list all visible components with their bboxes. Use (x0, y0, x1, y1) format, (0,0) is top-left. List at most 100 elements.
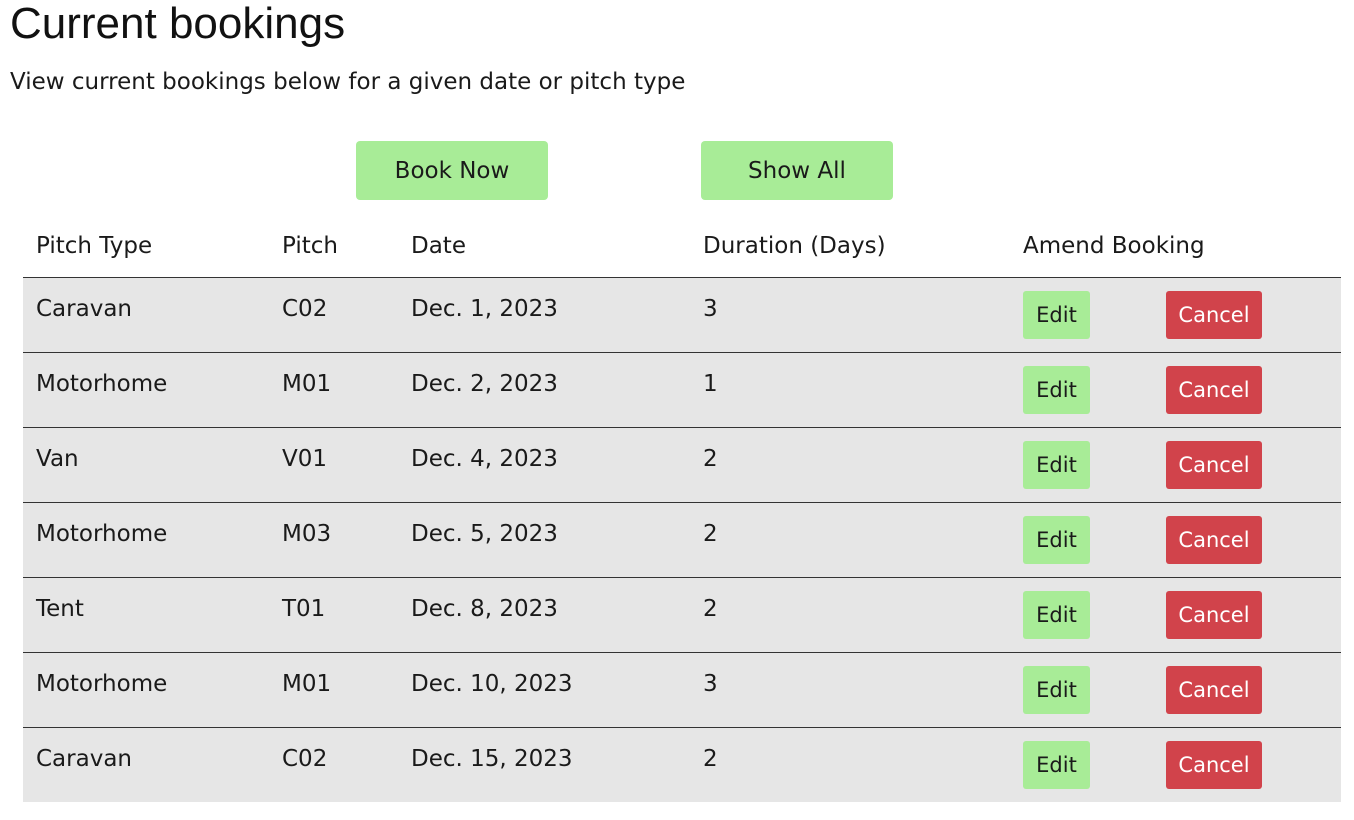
cell-pitch-text: V01 (282, 446, 328, 472)
cell-duration-text: 2 (703, 746, 718, 772)
cell-duration: 3 (690, 652, 1010, 728)
table-row: Van V01 Dec. 4, 2023 2 Edit Cancel (23, 427, 1341, 503)
cell-date-text: Dec. 15, 2023 (411, 746, 573, 772)
amend-actions: Edit Cancel (1023, 653, 1341, 727)
cell-date: Dec. 10, 2023 (398, 652, 690, 728)
cell-pitch-type: Tent (23, 577, 269, 653)
cell-amend-booking: Edit Cancel (1010, 502, 1341, 578)
edit-button[interactable]: Edit (1023, 291, 1090, 339)
cell-amend-booking: Edit Cancel (1010, 352, 1341, 428)
page-subtitle: View current bookings below for a given … (10, 69, 686, 95)
table-row: Caravan C02 Dec. 1, 2023 3 Edit Cancel (23, 277, 1341, 353)
table-row: Motorhome M03 Dec. 5, 2023 2 Edit Cancel (23, 502, 1341, 578)
cell-pitch: M01 (269, 652, 398, 728)
cell-pitch-type-text: Motorhome (36, 371, 168, 397)
cancel-button[interactable]: Cancel (1166, 291, 1262, 339)
cell-duration-text: 3 (703, 671, 718, 697)
cell-duration: 3 (690, 277, 1010, 353)
table-header-row: Pitch Type Pitch Date Duration (Days) Am… (23, 215, 1341, 278)
edit-button[interactable]: Edit (1023, 666, 1090, 714)
cancel-button[interactable]: Cancel (1166, 591, 1262, 639)
table-body: Caravan C02 Dec. 1, 2023 3 Edit Cancel Motorho… (23, 277, 1341, 802)
cell-duration: 1 (690, 352, 1010, 428)
cell-pitch-type: Motorhome (23, 652, 269, 728)
cell-date-text: Dec. 8, 2023 (411, 596, 558, 622)
cell-date: Dec. 4, 2023 (398, 427, 690, 503)
edit-button[interactable]: Edit (1023, 591, 1090, 639)
cancel-button[interactable]: Cancel (1166, 366, 1262, 414)
cell-amend-booking: Edit Cancel (1010, 427, 1341, 503)
bookings-table: Pitch Type Pitch Date Duration (Days) Am… (23, 215, 1341, 802)
cell-duration-text: 3 (703, 296, 718, 322)
cell-amend-booking: Edit Cancel (1010, 652, 1341, 728)
edit-button[interactable]: Edit (1023, 441, 1090, 489)
cell-date: Dec. 2, 2023 (398, 352, 690, 428)
cell-duration-text: 1 (703, 371, 718, 397)
cell-pitch: T01 (269, 577, 398, 653)
cell-amend-booking: Edit Cancel (1010, 577, 1341, 653)
table-row: Motorhome M01 Dec. 2, 2023 1 Edit Cancel (23, 352, 1341, 428)
cancel-button[interactable]: Cancel (1166, 741, 1262, 789)
header-duration: Duration (Days) (690, 215, 1010, 278)
cell-date-text: Dec. 10, 2023 (411, 671, 573, 697)
cell-pitch: M01 (269, 352, 398, 428)
cell-pitch-type-text: Van (36, 446, 79, 472)
header-date: Date (398, 215, 690, 278)
amend-actions: Edit Cancel (1023, 578, 1341, 652)
table-row: Tent T01 Dec. 8, 2023 2 Edit Cancel (23, 577, 1341, 653)
cell-pitch-text: T01 (282, 596, 326, 622)
cell-pitch-type-text: Motorhome (36, 671, 168, 697)
header-amend-booking: Amend Booking (1010, 215, 1341, 278)
cell-duration: 2 (690, 502, 1010, 578)
cell-date: Dec. 8, 2023 (398, 577, 690, 653)
cell-amend-booking: Edit Cancel (1010, 277, 1341, 353)
cell-pitch-text: C02 (282, 746, 328, 772)
amend-actions: Edit Cancel (1023, 503, 1341, 577)
cell-pitch-type: Motorhome (23, 352, 269, 428)
cell-duration: 2 (690, 427, 1010, 503)
page-title: Current bookings (10, 0, 346, 48)
cell-duration-text: 2 (703, 521, 718, 547)
cell-date: Dec. 5, 2023 (398, 502, 690, 578)
cell-duration: 2 (690, 577, 1010, 653)
header-pitch-type: Pitch Type (23, 215, 269, 278)
cell-pitch-text: M01 (282, 671, 332, 697)
cell-pitch-type-text: Caravan (36, 296, 132, 322)
cell-date-text: Dec. 5, 2023 (411, 521, 558, 547)
show-all-button[interactable]: Show All (701, 141, 893, 200)
cell-pitch-type: Caravan (23, 277, 269, 353)
cell-pitch-type: Caravan (23, 727, 269, 802)
cell-pitch-type-text: Motorhome (36, 521, 168, 547)
edit-button[interactable]: Edit (1023, 516, 1090, 564)
cell-pitch: C02 (269, 277, 398, 353)
cell-pitch-type-text: Tent (36, 596, 84, 622)
amend-actions: Edit Cancel (1023, 278, 1341, 352)
amend-actions: Edit Cancel (1023, 428, 1341, 502)
cell-pitch: M03 (269, 502, 398, 578)
cell-pitch-text: M01 (282, 371, 332, 397)
edit-button[interactable]: Edit (1023, 366, 1090, 414)
cell-pitch-type: Motorhome (23, 502, 269, 578)
cell-pitch: C02 (269, 727, 398, 802)
cancel-button[interactable]: Cancel (1166, 666, 1262, 714)
cell-date: Dec. 15, 2023 (398, 727, 690, 802)
table-row: Motorhome M01 Dec. 10, 2023 3 Edit Cancel (23, 652, 1341, 728)
cell-pitch-type-text: Caravan (36, 746, 132, 772)
cell-date-text: Dec. 1, 2023 (411, 296, 558, 322)
cell-pitch-text: M03 (282, 521, 332, 547)
cancel-button[interactable]: Cancel (1166, 516, 1262, 564)
cell-pitch-text: C02 (282, 296, 328, 322)
cell-date-text: Dec. 2, 2023 (411, 371, 558, 397)
cell-date-text: Dec. 4, 2023 (411, 446, 558, 472)
amend-actions: Edit Cancel (1023, 728, 1341, 802)
cell-pitch: V01 (269, 427, 398, 503)
cell-pitch-type: Van (23, 427, 269, 503)
cell-duration-text: 2 (703, 446, 718, 472)
table-row: Caravan C02 Dec. 15, 2023 2 Edit Cancel (23, 727, 1341, 802)
book-now-button[interactable]: Book Now (356, 141, 548, 200)
edit-button[interactable]: Edit (1023, 741, 1090, 789)
header-pitch: Pitch (269, 215, 398, 278)
cancel-button[interactable]: Cancel (1166, 441, 1262, 489)
cell-date: Dec. 1, 2023 (398, 277, 690, 353)
cell-duration: 2 (690, 727, 1010, 802)
